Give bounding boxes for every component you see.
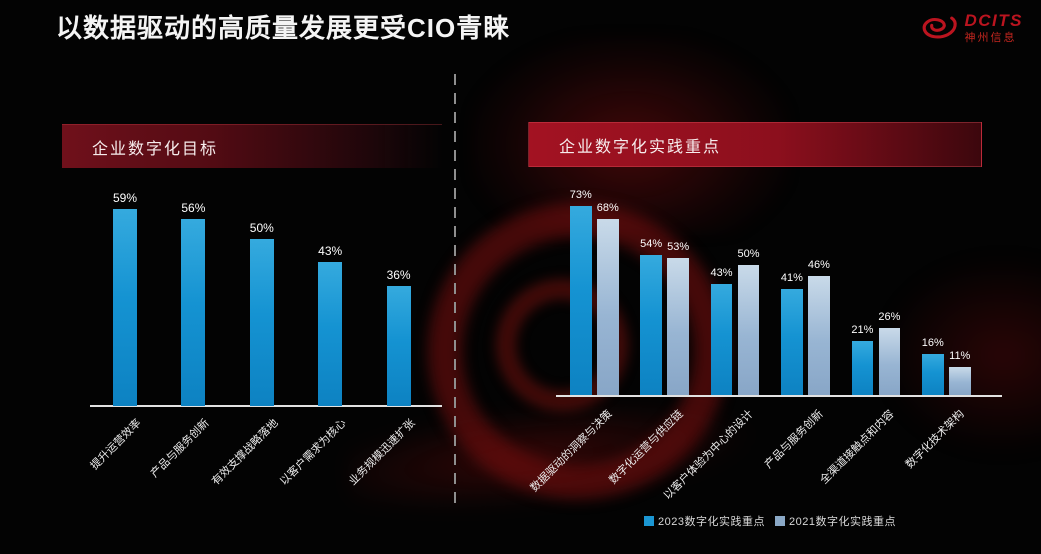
practice-bar-value-label: 21%: [851, 324, 874, 336]
practice-bar-value-label: 54%: [640, 238, 663, 250]
goal-category-label: 有效支撑战略落地: [209, 417, 281, 488]
practice-category-label: 数字化技术架构: [903, 408, 967, 472]
practice-bar: [808, 276, 830, 395]
practice-bar-value-label: 53%: [667, 241, 690, 253]
legend-swatch: [775, 516, 785, 526]
goal-bar-value-label: 56%: [181, 201, 206, 215]
practice-bar: [710, 284, 733, 395]
goal-bar-value-label: 59%: [112, 191, 138, 205]
practice-chart-title: 企业数字化实践重点: [559, 138, 722, 156]
logo-text-block: DCITS 神州信息: [965, 12, 1024, 45]
goals-chart-title: 企业数字化目标: [92, 140, 219, 158]
legend-item: 2023数字化实践重点: [644, 513, 765, 529]
practice-bar-value-label: 26%: [878, 311, 901, 323]
practice-bar: [570, 206, 592, 395]
practice-bar-value-label: 73%: [569, 189, 592, 201]
goal-bar: [181, 219, 206, 406]
goal-category-label: 以客户需求为核心: [278, 417, 349, 488]
dcits-logo: DCITS 神州信息: [919, 12, 1024, 45]
practice-bar-value-label: 41%: [780, 272, 803, 284]
practice-bar: [781, 289, 803, 395]
practice-category-label: 数字化运营与供应链: [606, 408, 686, 487]
logo-company-text: 神州信息: [964, 32, 1017, 44]
goal-bar-value-label: 43%: [318, 244, 343, 258]
logo-brand-text: DCITS: [964, 11, 1023, 30]
dcits-swirl-icon: [922, 16, 957, 38]
goal-bar-value-label: 36%: [386, 268, 411, 282]
goal-bar: [386, 286, 411, 406]
page-title: 以数据驱动的高质量发展更受CIO青睐: [56, 13, 511, 43]
practice-bar: [640, 255, 662, 395]
practice-bar-value-label: 50%: [737, 248, 760, 260]
goal-category-label: 业务规模迅速扩张: [346, 417, 418, 488]
dashed-divider-line: [454, 74, 456, 510]
chart-legend: 2023数字化实践重点 2021数字化实践重点: [540, 513, 1000, 529]
practice-bar: [667, 258, 689, 395]
practice-chart-axis: [556, 395, 1002, 397]
goal-bar: [318, 262, 343, 406]
practice-bar-value-label: 43%: [710, 267, 733, 279]
practice-bar: [949, 367, 971, 395]
legend-label: 2021数字化实践重点: [789, 516, 896, 528]
practice-bar: [878, 328, 901, 395]
goals-chart-banner: 企业数字化目标: [62, 124, 442, 168]
practice-bar-value-label: 16%: [921, 337, 944, 349]
practice-bar: [737, 265, 760, 395]
practice-bar-value-label: 11%: [949, 350, 971, 362]
goal-bar: [113, 209, 137, 406]
goal-category-label: 产品与服务创新: [149, 417, 213, 481]
practice-bar-value-label: 46%: [807, 259, 830, 271]
legend-label: 2023数字化实践重点: [658, 516, 765, 528]
legend-swatch: [644, 516, 655, 526]
practice-chart-banner: 企业数字化实践重点: [528, 122, 982, 167]
practice-category-label: 数据驱动的洞察与决策: [528, 408, 615, 495]
practice-bar: [597, 219, 619, 395]
goals-chart-axis: [90, 405, 442, 407]
practice-category-label: 全渠道接触点和内容: [817, 408, 897, 487]
goal-category-label: 提升运营效率: [88, 417, 144, 473]
goal-bar: [249, 239, 274, 406]
goal-bar-value-label: 50%: [249, 221, 274, 235]
practice-bar: [851, 341, 874, 395]
practice-bar-value-label: 68%: [596, 202, 619, 214]
practice-category-label: 产品与服务创新: [763, 408, 827, 472]
practice-bar: [922, 354, 944, 395]
legend-item: 2021数字化实践重点: [775, 513, 896, 529]
